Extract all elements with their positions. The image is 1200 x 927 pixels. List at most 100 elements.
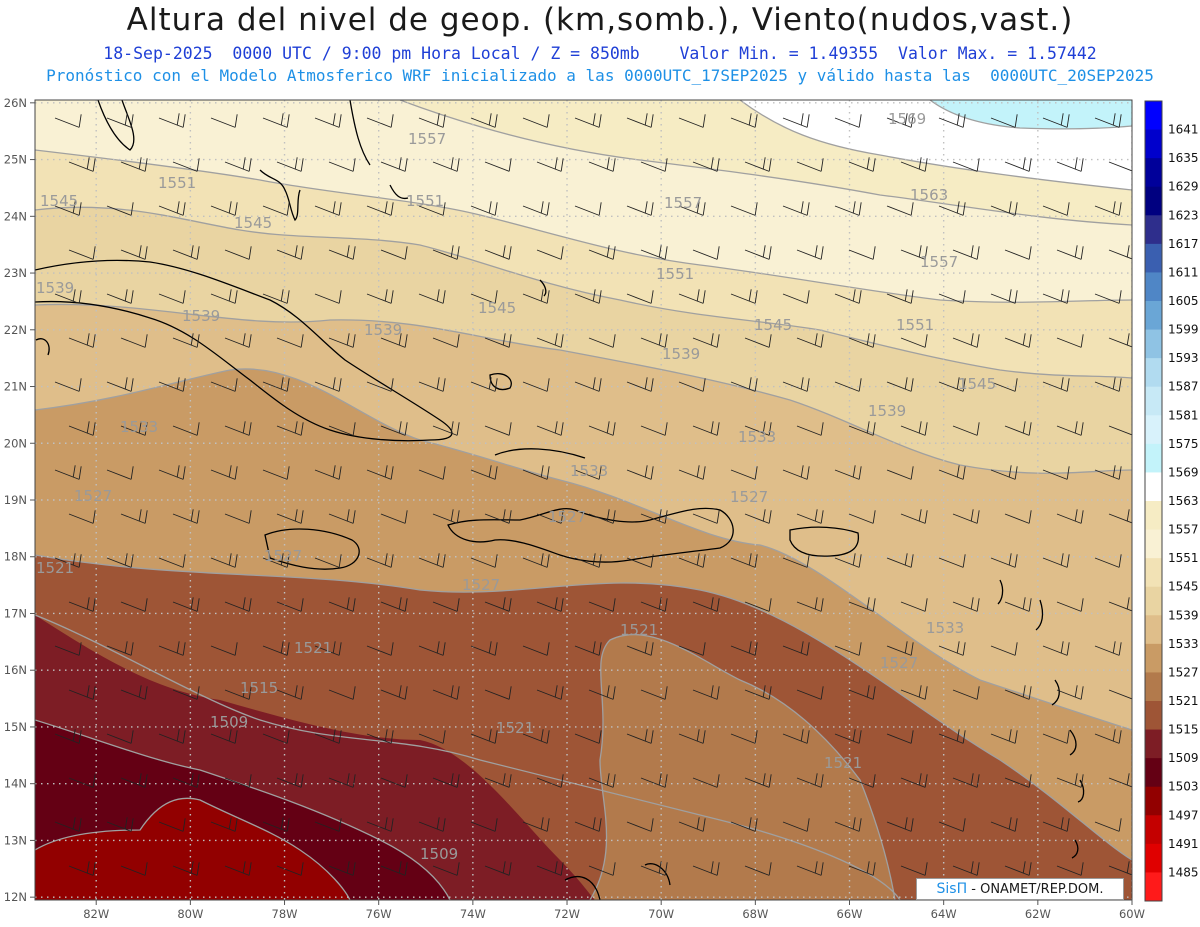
- wind-barb: [366, 378, 394, 392]
- wind-barb: [484, 509, 512, 524]
- wind-barb: [588, 773, 616, 788]
- wind-barb: [380, 685, 408, 700]
- wind-barb: [276, 509, 304, 524]
- wind-barb: [470, 201, 498, 216]
- wind-barb: [990, 553, 1018, 568]
- wind-barb: [952, 158, 980, 172]
- wind-barb: [1094, 729, 1122, 744]
- colorbar-swatch: [1145, 501, 1162, 531]
- wind-barb: [120, 862, 148, 876]
- colorbar-label: 1623: [1168, 208, 1199, 222]
- contour-label: 1539: [364, 321, 402, 339]
- wind-barb: [54, 114, 82, 128]
- wind-barb: [886, 377, 914, 392]
- wind-barb: [380, 774, 408, 788]
- colorbar-label: 1563: [1168, 494, 1199, 508]
- wind-barb: [730, 377, 758, 392]
- colorbar-swatch: [1145, 729, 1162, 759]
- lat-lon-gridlines: [35, 100, 1132, 900]
- wind-barb: [900, 421, 928, 436]
- wind-barb: [536, 597, 564, 612]
- wind-barb: [54, 817, 82, 832]
- wind-barb: [626, 290, 654, 304]
- contour-label: 1521: [36, 559, 74, 577]
- wind-barb: [1042, 553, 1070, 568]
- colorbar-label: 1521: [1168, 694, 1199, 708]
- wind-barb: [886, 641, 914, 656]
- wind-barb: [68, 774, 96, 788]
- colorbar-swatch: [1145, 215, 1162, 245]
- colorbar-label: 1611: [1168, 265, 1199, 279]
- wind-barb: [366, 201, 394, 216]
- wind-barb: [432, 334, 460, 348]
- wind-barb: [120, 421, 148, 436]
- wind-barb: [120, 157, 148, 172]
- colorbar-label: 1509: [1168, 751, 1199, 765]
- colorbar-frame: [1144, 100, 1163, 902]
- wind-barb: [744, 245, 772, 260]
- colorbar-label: 1629: [1168, 180, 1199, 194]
- wind-barb: [796, 773, 824, 788]
- wind-barb: [990, 201, 1018, 216]
- wind-barb: [782, 641, 810, 656]
- colorbar-swatch: [1145, 158, 1162, 188]
- wind-barb: [574, 730, 602, 744]
- wind-barb: [886, 202, 914, 216]
- wind-barb: [158, 641, 186, 656]
- wind-barb: [366, 817, 394, 832]
- wind-barb: [588, 598, 616, 612]
- wind-barb: [692, 157, 720, 172]
- colorbar-swatch: [1145, 443, 1162, 473]
- wind-barb: [1004, 861, 1032, 876]
- wind-barb: [210, 201, 238, 216]
- wind-barb: [470, 818, 498, 832]
- wind-barb: [1042, 289, 1070, 304]
- colorbar: 1641 1635 1629 1623 1617 1611 1605 1599 1593 1587…: [1144, 100, 1199, 902]
- wind-barb: [692, 774, 720, 788]
- wind-barb: [990, 465, 1018, 480]
- wind-barb: [380, 246, 408, 260]
- wind-barb: [1056, 421, 1084, 436]
- wind-barb: [158, 377, 186, 392]
- lon-label: 62W: [1025, 907, 1051, 921]
- colorbar-swatch: [1145, 872, 1162, 902]
- contour-label: 1527: [74, 487, 112, 505]
- wind-barb: [678, 201, 706, 216]
- wind-barb: [522, 553, 550, 568]
- colorbar-swatch: [1145, 558, 1162, 588]
- wind-barb: [276, 157, 304, 172]
- wind-barb: [1094, 554, 1122, 568]
- wind-barb: [834, 817, 862, 832]
- lat-label: 18N: [4, 550, 27, 564]
- wind-barb: [834, 553, 862, 568]
- wind-barb: [796, 158, 824, 172]
- contour-label: 1527: [730, 488, 768, 506]
- wind-barb: [418, 817, 446, 832]
- wind-barb: [1056, 862, 1084, 876]
- wind-barb: [314, 113, 342, 128]
- colorbar-label: 1569: [1168, 465, 1199, 479]
- wind-barb: [262, 113, 290, 128]
- wind-barb: [418, 641, 446, 656]
- wind-barb: [990, 642, 1018, 656]
- wind-barb: [432, 509, 460, 524]
- contour-label: 1521: [294, 639, 332, 657]
- colorbar-swatch: [1145, 843, 1162, 873]
- wind-barb: [484, 158, 512, 172]
- lon-label: 72W: [554, 907, 580, 921]
- wind-barb: [782, 201, 810, 216]
- wind-barb: [1094, 641, 1122, 656]
- wind-barb: [210, 289, 238, 304]
- wind-barb: [470, 290, 498, 304]
- wind-barb: [626, 465, 654, 480]
- wind-barb: [1056, 245, 1084, 260]
- wind-barb: [692, 861, 720, 876]
- wind-barb: [522, 729, 550, 744]
- wind-barb: [380, 421, 408, 436]
- wind-barb: [328, 422, 356, 436]
- wind-barb: [432, 157, 460, 172]
- wind-barb: [626, 554, 654, 568]
- wind-barb: [158, 729, 186, 744]
- wind-barb: [106, 202, 134, 216]
- wind-barb: [834, 201, 862, 216]
